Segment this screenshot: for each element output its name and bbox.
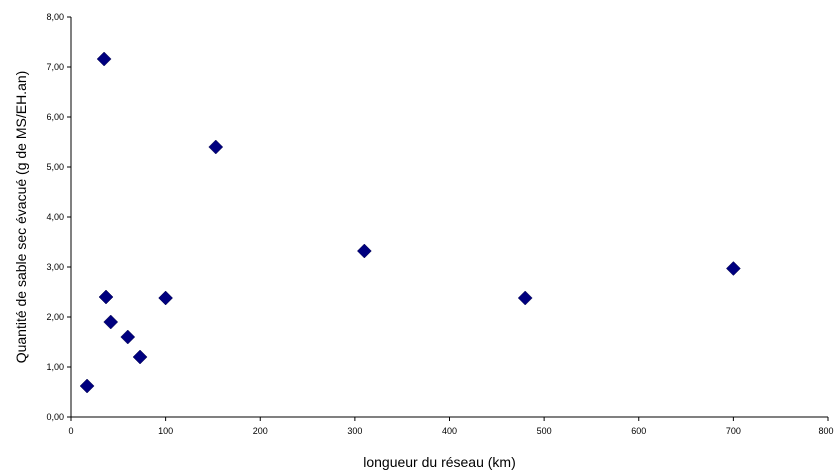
data-point-diamond — [726, 261, 741, 276]
x-tick-label: 600 — [631, 426, 646, 436]
data-point-diamond — [79, 378, 95, 394]
x-tick-label: 100 — [158, 426, 173, 436]
y-tick-label: 0,00 — [46, 412, 64, 422]
x-tick-label: 500 — [537, 426, 552, 436]
data-point-diamond — [96, 51, 112, 67]
y-tick-label: 6,00 — [46, 112, 64, 122]
y-tick-label: 2,00 — [46, 312, 64, 322]
axes — [70, 17, 828, 418]
y-axis-title: Quantité de sable sec évacué (g de MS/EH… — [13, 71, 29, 364]
x-tick-label: 800 — [818, 426, 833, 436]
x-tick-label: 0 — [68, 426, 73, 436]
y-tick-label: 7,00 — [46, 62, 64, 72]
x-axis-title: longueur du réseau (km) — [363, 454, 516, 470]
data-point-diamond — [158, 290, 173, 306]
y-tick-label: 5,00 — [46, 162, 64, 172]
x-tick-label: 700 — [726, 426, 741, 436]
y-tick-label: 1,00 — [46, 362, 64, 372]
data-point-diamond — [98, 289, 114, 305]
data-point-diamond — [356, 243, 372, 259]
y-tick-label: 4,00 — [46, 212, 64, 222]
data-points — [79, 51, 741, 394]
x-tick-label: 200 — [253, 426, 268, 436]
data-point-diamond — [120, 329, 136, 345]
y-ticks: 0,00 1,00 2,00 3,00 4,00 5,00 6,00 7,00 8,00 — [46, 12, 71, 422]
data-point-diamond — [517, 290, 533, 306]
data-point-diamond — [132, 349, 148, 365]
x-tick-label: 300 — [347, 426, 362, 436]
y-tick-label: 3,00 — [46, 262, 64, 272]
y-tick-label: 8,00 — [46, 12, 64, 22]
data-point-diamond — [103, 314, 119, 330]
data-point-diamond — [208, 139, 224, 155]
x-tick-label: 400 — [442, 426, 457, 436]
x-ticks: 0 100 200 300 400 500 600 700 800 — [68, 417, 834, 436]
